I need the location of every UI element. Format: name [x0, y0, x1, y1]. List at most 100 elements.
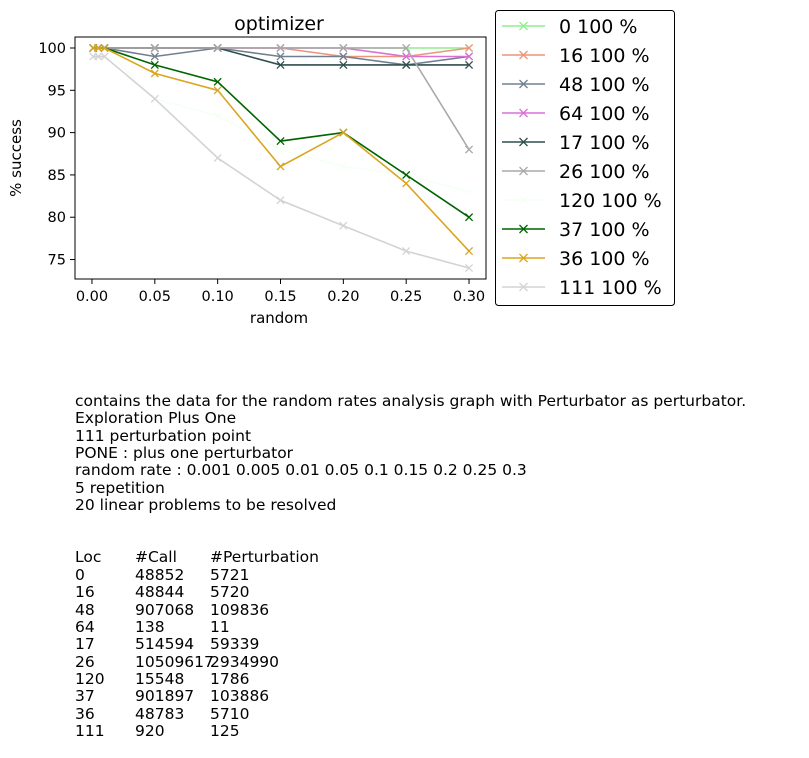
table-cell: 5710 — [210, 704, 250, 723]
y-tick-label: 85 — [48, 168, 66, 184]
data-point — [464, 213, 474, 222]
data-point — [276, 137, 285, 146]
y-tick-label: 90 — [48, 126, 66, 142]
x-tick-label: 0.30 — [453, 289, 485, 305]
series-line — [93, 47, 470, 193]
data-point — [339, 162, 348, 171]
data-point — [339, 128, 348, 137]
legend-entry: 64 100 % — [502, 103, 650, 125]
data-point — [464, 187, 474, 196]
data-point — [276, 196, 285, 205]
table-cell: 37 — [75, 687, 95, 706]
line-chart: optimizer 0.00 0.05 0.10 0.15 0.20 0.25 0.30 75… — [7, 10, 675, 327]
legend-entry: 111 100 % — [502, 277, 662, 299]
table-row: 17 514594 59339 — [75, 635, 809, 654]
legend-label: 26 100 % — [559, 161, 650, 183]
data-point — [402, 60, 411, 69]
legend-marker — [519, 50, 528, 60]
legend-entry: 48 100 % — [502, 74, 650, 96]
data-point — [213, 153, 222, 163]
table-cell: 5720 — [210, 583, 250, 602]
data-point — [94, 52, 103, 61]
table-row: 36 48783 5710 — [75, 704, 809, 723]
legend-marker — [519, 224, 528, 234]
table-row: 120 15548 1786 — [75, 670, 809, 689]
table-cell: 125 — [210, 722, 240, 741]
legend-marker — [519, 108, 528, 118]
data-point — [213, 111, 222, 120]
series-8 — [89, 43, 474, 256]
table-row: 48 907068 109836 — [75, 600, 809, 619]
chart-title: optimizer — [234, 13, 324, 35]
description-line: 5 repetition — [75, 478, 165, 497]
data-point — [276, 145, 285, 154]
data-point — [464, 60, 474, 69]
table-cell: 64 — [75, 617, 95, 636]
data-point — [100, 52, 109, 61]
legend-entry: 120 100 % — [502, 190, 662, 212]
y-axis-label: % success — [7, 119, 25, 197]
data-point — [402, 247, 411, 256]
table-cell: 59339 — [210, 635, 260, 654]
series-6 — [89, 43, 474, 196]
data-description: contains the data for the random rates a… — [75, 358, 809, 758]
table-cell: 0 — [75, 565, 85, 584]
table-cell: 120 — [75, 670, 105, 689]
legend-entry: 17 100 % — [502, 132, 650, 154]
legend-label: 111 100 % — [559, 277, 662, 299]
data-point — [100, 43, 109, 53]
table-cell: 15548 — [135, 670, 185, 689]
legend-marker — [519, 282, 528, 292]
legend-label: 120 100 % — [559, 190, 662, 212]
table-cell: 17 — [75, 635, 95, 654]
data-point — [150, 94, 159, 103]
table-cell: #Perturbation — [210, 548, 319, 567]
description-line: 111 perturbation point — [75, 426, 252, 445]
data-point — [464, 52, 474, 61]
data-point — [464, 43, 474, 53]
plot-area: 0.00 0.05 0.10 0.15 0.20 0.25 0.30 75 80 85 90 95 10… — [38, 36, 487, 305]
data-point — [402, 52, 411, 61]
y-tick-label: 80 — [48, 210, 66, 226]
legend-label: 0 100 % — [559, 16, 638, 38]
table-cell: 1786 — [210, 670, 250, 689]
data-point — [402, 179, 411, 188]
description-lines: contains the data for the random rates a… — [75, 391, 809, 515]
table-cell: 36 — [75, 704, 95, 723]
plot-frame — [74, 36, 487, 280]
table-cell: 11 — [210, 617, 230, 636]
table-cell: 5721 — [210, 565, 250, 584]
table-cell: 26 — [75, 652, 95, 671]
data-point — [339, 221, 348, 230]
data-point — [276, 162, 285, 171]
legend-entry: 0 100 % — [502, 16, 638, 38]
legend-label: 17 100 % — [559, 132, 650, 154]
table-row: 26 105096172934990 — [75, 652, 809, 671]
series-line — [93, 55, 470, 269]
table-header: Loc #Call #Perturbation — [75, 548, 809, 567]
x-tick-label: 0.00 — [76, 289, 108, 305]
legend-entry: 16 100 % — [502, 45, 650, 67]
description-line: Exploration Plus One — [75, 409, 237, 428]
legend-entry: 37 100 % — [502, 219, 650, 241]
data-point — [339, 52, 348, 61]
table-cell: 10509617 — [135, 652, 214, 671]
data-point — [339, 60, 348, 69]
data-point — [464, 145, 474, 154]
table-cell: 48852 — [135, 565, 185, 584]
legend-label: 48 100 % — [559, 74, 650, 96]
legend-marker — [519, 137, 528, 147]
description-line: 20 linear problems to be resolved — [75, 496, 337, 515]
data-point — [150, 69, 159, 78]
table-cell: #Call — [135, 548, 177, 567]
x-tick-label: 0.20 — [327, 289, 359, 305]
table-cell: 109836 — [210, 600, 270, 619]
legend-entry: 36 100 % — [502, 248, 650, 270]
table-cell: 920 — [135, 722, 165, 741]
description-line: contains the data for the random rates a… — [75, 391, 747, 410]
series-7 — [89, 43, 474, 222]
data-point — [150, 52, 159, 61]
data-point — [402, 43, 411, 53]
table-row: 64 138 11 — [75, 617, 809, 636]
data-point — [402, 170, 411, 179]
